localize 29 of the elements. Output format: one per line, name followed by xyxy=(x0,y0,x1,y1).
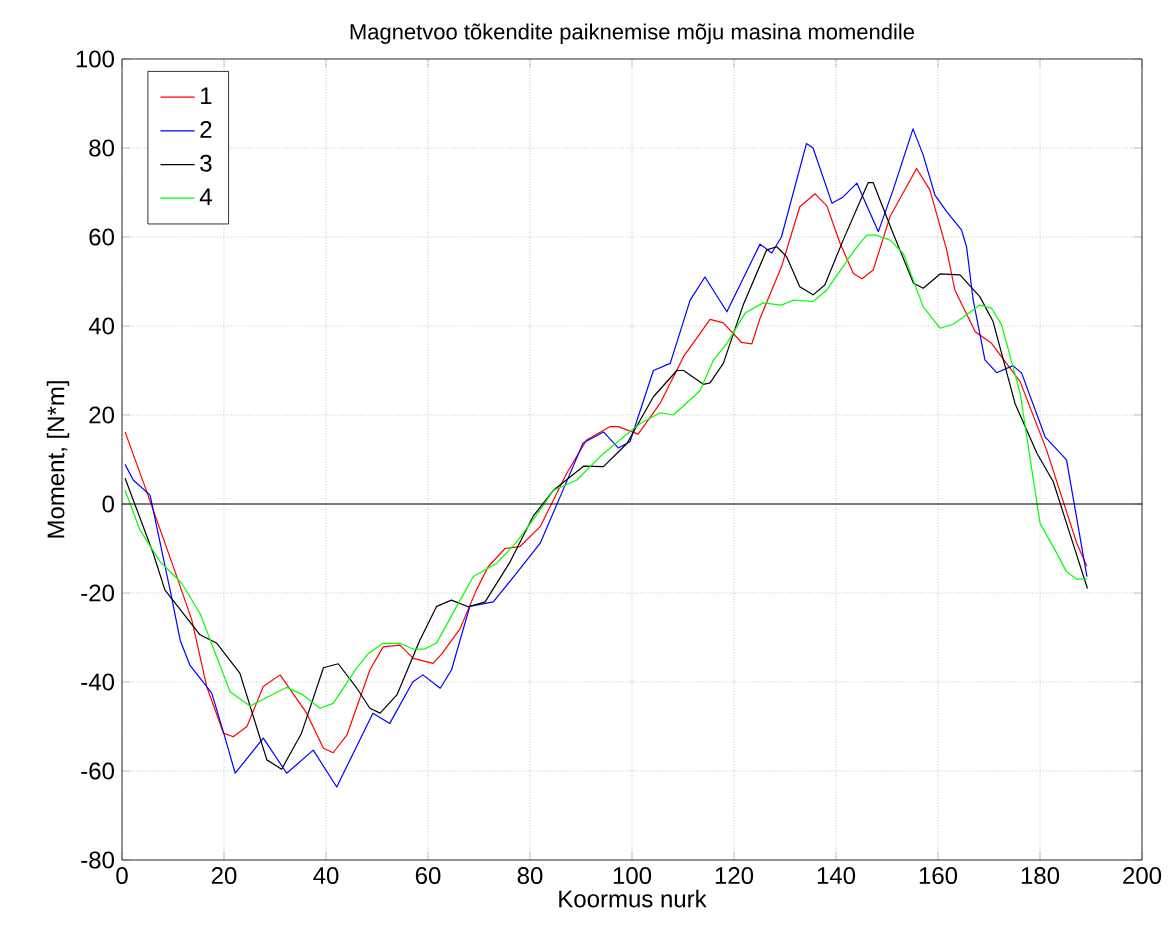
y-tick-label: 20 xyxy=(89,406,115,424)
chart-title: Magnetvoo tõkendite paiknemise mõju masina momendile xyxy=(350,23,915,44)
x-tick-label: 100 xyxy=(613,867,652,885)
x-tick-label: 200 xyxy=(1123,867,1162,885)
y-tick-label: 0 xyxy=(102,495,115,513)
x-tick-label: 0 xyxy=(116,867,128,885)
y-tick-label: 100 xyxy=(76,50,114,68)
legend-label: 4 xyxy=(199,188,212,205)
x-tick-label: 120 xyxy=(715,867,754,885)
y-tick-label: -60 xyxy=(81,762,115,780)
x-axis-title: Koormus nurk xyxy=(559,889,707,908)
x-tick-label: 20 xyxy=(211,867,237,885)
x-tick-label: 80 xyxy=(517,867,543,885)
legend-label: 3 xyxy=(200,154,212,172)
x-tick-label: 60 xyxy=(415,867,441,885)
y-axis-title: Moment, [N*m] xyxy=(46,381,70,538)
line-series xyxy=(124,234,1088,709)
y-tick-label: 80 xyxy=(89,139,115,157)
y-tick-label: -20 xyxy=(81,584,115,602)
legend-label: 1 xyxy=(201,87,212,104)
y-tick-label: 60 xyxy=(89,228,115,246)
x-tick-label: 180 xyxy=(1021,867,1060,885)
x-tick-label: 40 xyxy=(313,867,339,885)
legend-label: 2 xyxy=(200,120,212,138)
x-tick-label: 140 xyxy=(817,867,856,885)
y-tick-label: -80 xyxy=(81,851,115,869)
y-tick-label: -40 xyxy=(81,673,115,691)
x-tick-label: 160 xyxy=(919,867,958,885)
y-tick-label: 40 xyxy=(88,317,115,335)
